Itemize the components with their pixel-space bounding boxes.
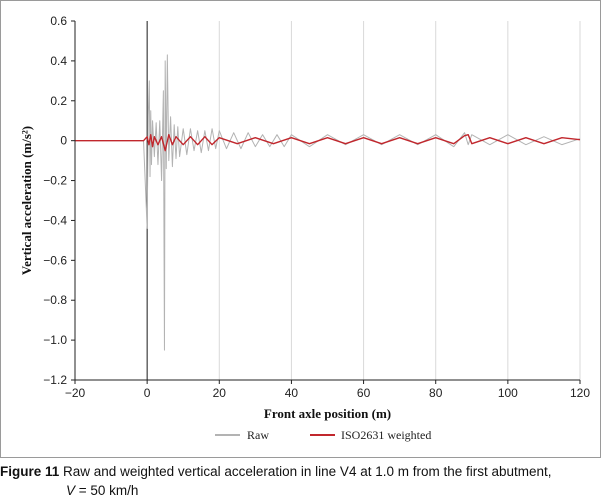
y-tick-label-4: −0.4 <box>43 213 67 227</box>
y-tick-label-0: −1.2 <box>43 373 67 387</box>
x-tick-label-6: 100 <box>498 386 518 400</box>
x-axis-title: Front axle position (m) <box>264 406 391 421</box>
series-layer <box>75 54 581 351</box>
legend: Raw ISO2631 weighted <box>215 428 431 442</box>
legend-label-raw: Raw <box>247 428 269 442</box>
figure-caption: Figure 11 Raw and weighted vertical acce… <box>0 462 600 500</box>
tick-labels: −20 0 20 40 60 80 100 120 −1.2 −1.0 −0.8 −0.6 −0.4 −0… <box>43 14 590 400</box>
x-tick-label-2: 20 <box>213 386 227 400</box>
caption-text-line1: Raw and weighted vertical acceleration i… <box>59 464 552 479</box>
caption-text-line2: = 50 km/h <box>75 483 139 498</box>
grid-lines <box>146 21 581 380</box>
y-tick-label-9: 0.6 <box>50 14 67 28</box>
series-line-1 <box>75 133 581 152</box>
series-line-0 <box>75 54 581 351</box>
y-tick-label-8: 0.4 <box>50 54 67 68</box>
legend-label-weighted: ISO2631 weighted <box>341 428 431 442</box>
y-tick-label-7: 0.2 <box>50 94 67 108</box>
x-tick-label-3: 40 <box>285 386 299 400</box>
y-tick-label-3: −0.6 <box>43 253 67 267</box>
chart-frame <box>0 0 601 458</box>
x-tick-label-7: 120 <box>570 386 590 400</box>
x-tick-label-5: 80 <box>429 386 443 400</box>
y-tick-label-5: −0.2 <box>43 174 67 188</box>
y-axis-title: Vertical acceleration (m/s²) <box>19 126 34 275</box>
x-tick-label-4: 60 <box>357 386 371 400</box>
caption-label: Figure 11 <box>0 464 60 479</box>
caption-variable: V <box>66 483 76 498</box>
x-tick-label-0: −20 <box>65 386 86 400</box>
y-tick-label-6: 0 <box>60 134 67 148</box>
y-tick-label-1: −1.0 <box>43 333 67 347</box>
x-tick-label-1: 0 <box>144 386 151 400</box>
chart: −20 0 20 40 60 80 100 120 −1.2 −1.0 −0.8 −0.6 −0.4 −0… <box>19 14 590 442</box>
y-tick-label-2: −0.8 <box>43 293 67 307</box>
axes <box>71 20 581 384</box>
caption-line2: V = 50 km/h <box>0 481 600 500</box>
